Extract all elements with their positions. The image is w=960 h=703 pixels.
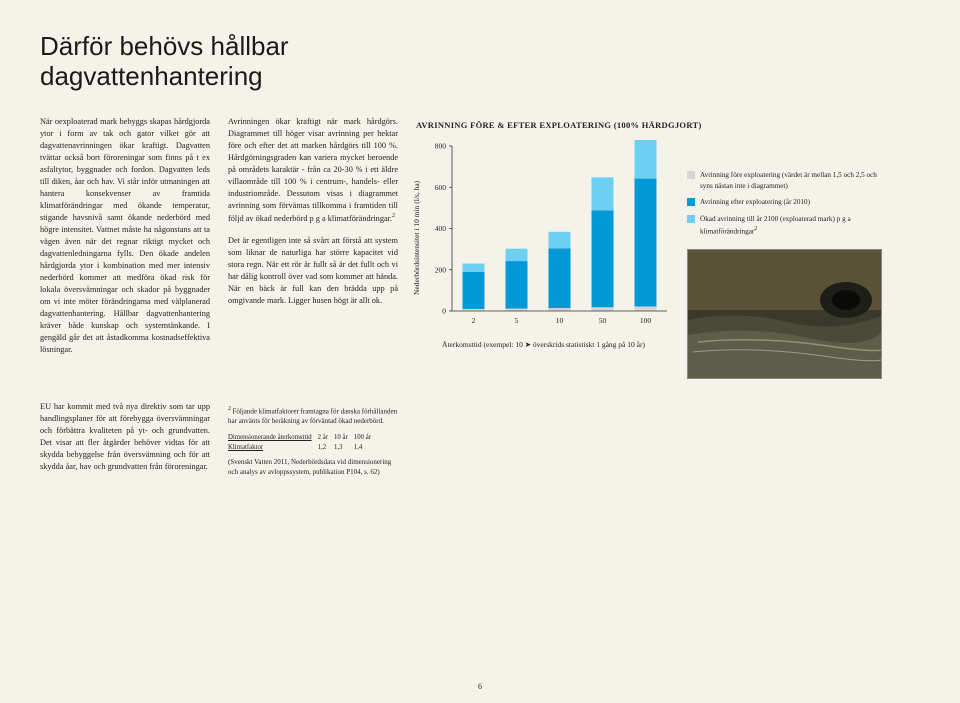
svg-text:800: 800 — [435, 141, 447, 150]
svg-text:600: 600 — [435, 183, 447, 192]
svg-text:50: 50 — [599, 316, 607, 325]
footnote-intro: 2 Följande klimatfaktorer framtagna för … — [228, 405, 398, 427]
table-cell: Dimensionerande återkomsttid — [228, 433, 318, 443]
title-line-2: dagvattenhantering — [40, 61, 263, 91]
col1-paragraph: När oexploaterad mark bebyggs skapas hår… — [40, 116, 210, 356]
chart-area: AVRINNING FÖRE & EFTER EXPLOATERING (100… — [416, 120, 896, 379]
x-axis-label: Återkomsttid (exempel: 10 ➤ överskrids s… — [416, 340, 671, 349]
chart-wrap: Nederbördsintensitet i 10 min (l/s, ha) … — [416, 140, 896, 379]
table-cell: 10 år — [334, 433, 354, 443]
table-cell: Klimatfaktor — [228, 443, 318, 453]
svg-text:0: 0 — [442, 306, 446, 315]
legend-and-photo: Avrinning före exploatering (värdet är m… — [687, 140, 882, 379]
legend-text: Avrinning före exploatering (värdet är m… — [700, 170, 882, 192]
chart-legend: Avrinning före exploatering (värdet är m… — [687, 170, 882, 237]
legend-swatch — [687, 215, 695, 223]
legend-text: Avrinning efter exploatering (år 2010) — [700, 197, 810, 208]
table-cell: 1,2 — [318, 443, 334, 453]
legend-item: Avrinning efter exploatering (år 2010) — [687, 197, 882, 208]
footnote-table: Dimensionerande återkomsttid2 år10 år100… — [228, 433, 377, 452]
legend-text: Ökad avrinning till år 2100 (exploaterad… — [700, 214, 882, 237]
table-row: Dimensionerande återkomsttid2 år10 år100… — [228, 433, 377, 443]
svg-text:100: 100 — [640, 316, 652, 325]
svg-text:200: 200 — [435, 265, 447, 274]
col2-paragraph-1: Avrinningen ökar kraftigt när mark hårdg… — [228, 116, 398, 225]
stream-photo — [687, 249, 882, 379]
legend-item: Ökad avrinning till år 2100 (exploaterad… — [687, 214, 882, 237]
table-row: Klimatfaktor1,21,31,4 — [228, 443, 377, 453]
column-2: Avrinningen ökar kraftigt när mark hårdg… — [228, 116, 398, 379]
column-3: AVRINNING FÖRE & EFTER EXPLOATERING (100… — [416, 116, 896, 379]
page-number: 6 — [478, 682, 482, 691]
table-cell: 1,3 — [334, 443, 354, 453]
footnote-block: 2 Följande klimatfaktorer framtagna för … — [228, 405, 398, 478]
title-line-1: Därför behövs hållbar — [40, 31, 289, 61]
page-title: Därför behövs hållbar dagvattenhantering — [40, 32, 920, 92]
svg-text:5: 5 — [515, 316, 519, 325]
lower-column-2: 2 Följande klimatfaktorer framtagna för … — [228, 401, 398, 478]
legend-swatch — [687, 198, 695, 206]
lower-row: EU har kommit med två nya direktiv som t… — [40, 401, 920, 478]
table-cell: 2 år — [318, 433, 334, 443]
content-columns: När oexploaterad mark bebyggs skapas hår… — [40, 116, 920, 379]
bar-chart: 0 200 400 600 800 2 5 10 50 100 — [416, 140, 671, 329]
y-axis-label: Nederbördsintensitet i 10 min (l/s, ha) — [412, 181, 421, 295]
svg-text:400: 400 — [435, 224, 447, 233]
legend-swatch — [687, 171, 695, 179]
legend-item: Avrinning före exploatering (värdet är m… — [687, 170, 882, 192]
chart-plot-container: Nederbördsintensitet i 10 min (l/s, ha) … — [416, 140, 671, 349]
footnote-source: (Svenskt Vatten 2011, Nederbördsdata vid… — [228, 458, 398, 478]
photo-placeholder-svg — [688, 250, 882, 379]
svg-text:2: 2 — [472, 316, 476, 325]
table-cell: 100 år — [354, 433, 377, 443]
svg-text:10: 10 — [556, 316, 564, 325]
column-1: När oexploaterad mark bebyggs skapas hår… — [40, 116, 210, 379]
table-cell: 1,4 — [354, 443, 377, 453]
chart-title: AVRINNING FÖRE & EFTER EXPLOATERING (100… — [416, 120, 896, 130]
col2-paragraph-2: Det är egentligen inte så svårt att förs… — [228, 235, 398, 307]
eu-directive-text: EU har kommit med två nya direktiv som t… — [40, 401, 210, 473]
lower-column-1: EU har kommit med två nya direktiv som t… — [40, 401, 210, 478]
